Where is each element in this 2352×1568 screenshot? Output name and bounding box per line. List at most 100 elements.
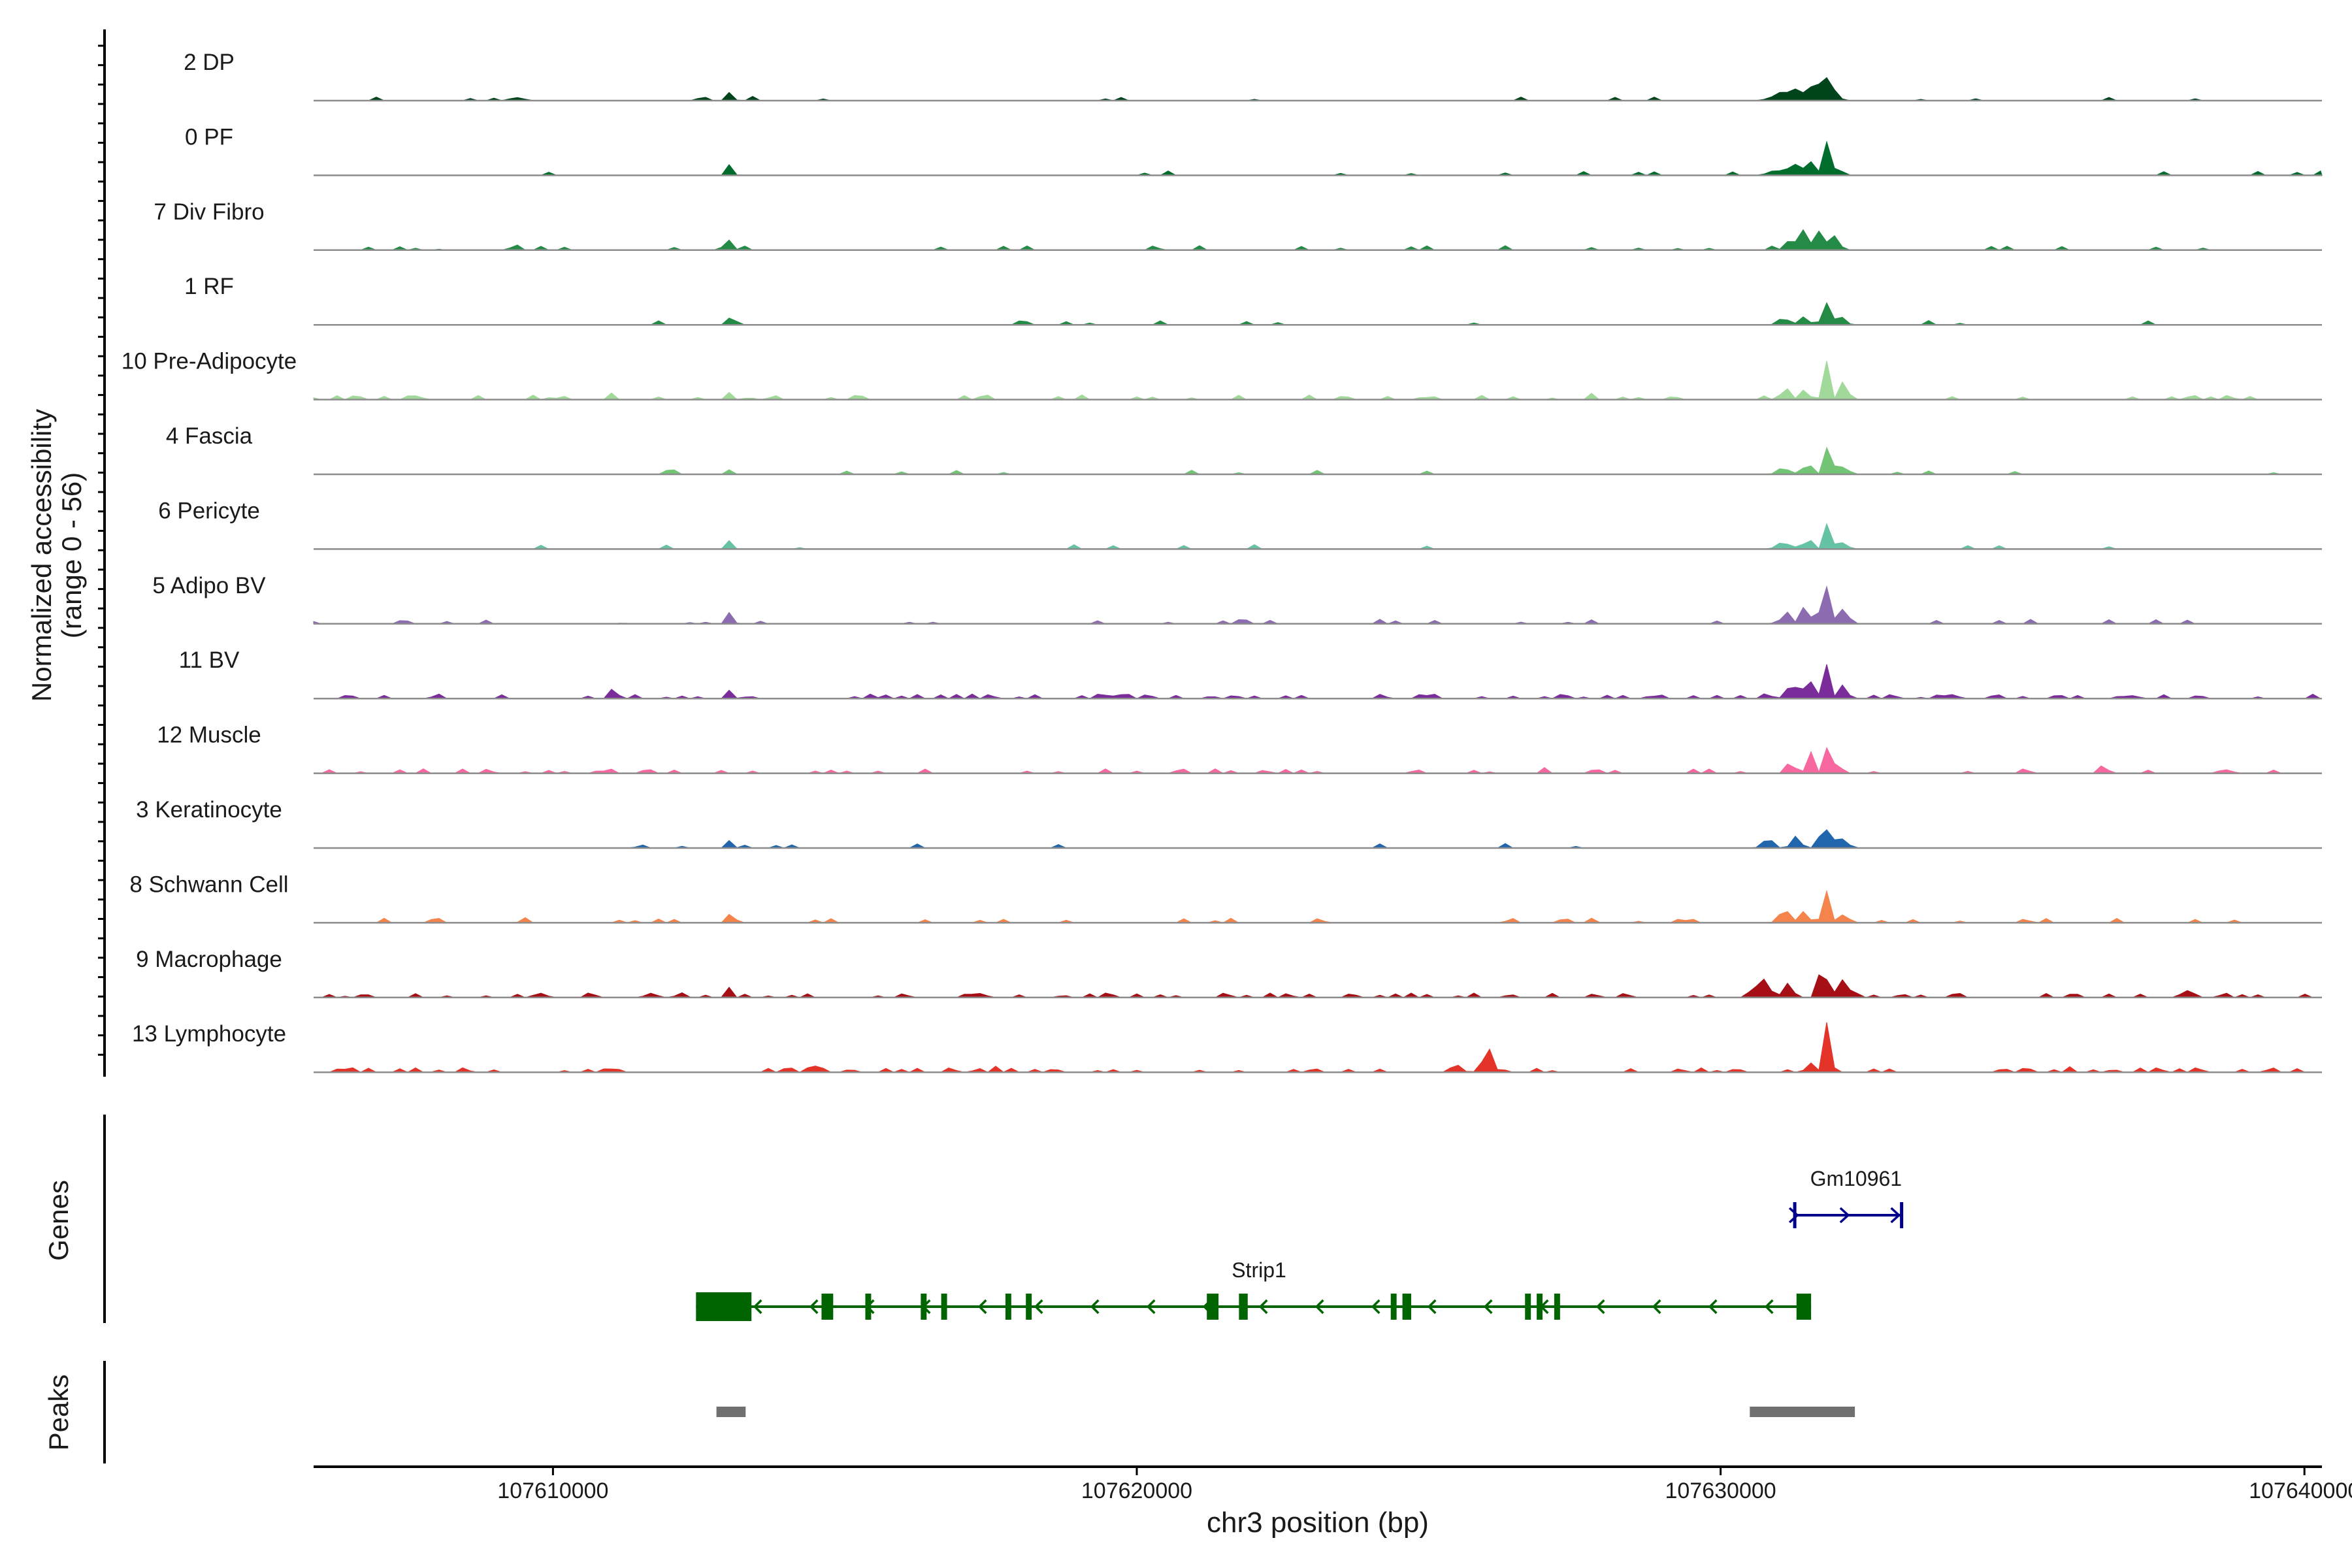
- track-label: 2 DP: [184, 50, 235, 75]
- strand-arrow: [1788, 1207, 1799, 1224]
- coverage-area: [314, 523, 2322, 549]
- genes-panel-label: Genes: [43, 1180, 74, 1261]
- coverage-area: [314, 446, 2322, 475]
- strand-arrow: [1764, 1299, 1774, 1315]
- strand-arrow: [1146, 1299, 1156, 1315]
- coverage-track: 13 Lymphocyte: [132, 1021, 2322, 1073]
- coverage-track: 5 Adipo BV: [152, 573, 2322, 625]
- strand-arrow: [1258, 1299, 1268, 1315]
- strand-arrow: [1652, 1299, 1661, 1315]
- coverage-area: [314, 747, 2322, 774]
- x-tick-label: 107640000: [2249, 1478, 2352, 1503]
- strand-arrow: [1202, 1299, 1212, 1315]
- strand-arrow: [1090, 1299, 1100, 1315]
- coverage-panel: Normalized accessibility (range 0 - 56) …: [26, 29, 2323, 1077]
- strand-arrow: [1034, 1299, 1043, 1315]
- genes-panel: Genes Gm10961 Strip1: [43, 1115, 1904, 1323]
- y-axis-ticks: [98, 44, 105, 1056]
- coverage-area: [314, 302, 2322, 325]
- exon: [696, 1292, 752, 1321]
- peak-region: [1750, 1407, 1855, 1417]
- x-axis: 107610000 107620000 107630000 107640000 chr…: [314, 1465, 2352, 1539]
- coverage-area: [314, 77, 2322, 101]
- peaks-panel-label: Peaks: [43, 1375, 74, 1451]
- x-axis-label: chr3 position (bp): [1207, 1507, 1429, 1539]
- coverage-track: 1 RF: [184, 274, 2322, 326]
- track-label: 9 Macrophage: [136, 947, 282, 972]
- coverage-track: 12 Muscle: [157, 723, 2322, 774]
- strand-arrow: [1539, 1299, 1549, 1315]
- exon: [1207, 1294, 1219, 1320]
- strand-arrow: [921, 1299, 931, 1315]
- peak-region: [716, 1407, 746, 1417]
- track-label: 3 Keratinocyte: [136, 797, 282, 823]
- coverage-area: [314, 229, 2322, 251]
- coverage-track: 4 Fascia: [166, 423, 2322, 476]
- x-tick-label: 107630000: [1665, 1478, 1776, 1503]
- peak-regions: [716, 1407, 1855, 1417]
- track-label: 7 Div Fibro: [154, 199, 264, 225]
- x-tick-label: 107610000: [497, 1478, 608, 1503]
- strand-arrow: [1427, 1299, 1437, 1315]
- y-axis-label: Normalized accessibility: [26, 409, 57, 702]
- gene-strip1: Strip1: [696, 1258, 1812, 1321]
- exon: [821, 1294, 834, 1320]
- strand-arrow: [809, 1299, 819, 1315]
- track-label: 8 Schwann Cell: [129, 872, 288, 897]
- coverage-track: 8 Schwann Cell: [129, 872, 2322, 924]
- exon: [1537, 1294, 1543, 1320]
- exon: [1402, 1294, 1411, 1320]
- exon: [1390, 1294, 1397, 1320]
- track-label: 1 RF: [184, 274, 234, 299]
- track-label: 6 Pericyte: [158, 498, 260, 523]
- track-label: 13 Lymphocyte: [132, 1021, 286, 1047]
- coverage-tracks: 2 DP 0 PF 7 Div Fibro 1 RF 10 Pre-Adipocyte 4…: [122, 50, 2323, 1073]
- coverage-area: [313, 361, 2322, 400]
- coverage-area: [313, 585, 2322, 625]
- exon: [1525, 1294, 1531, 1320]
- track-label: 11 BV: [179, 647, 240, 673]
- gene-annotations: Gm10961 Strip1: [696, 1167, 1904, 1321]
- strand-arrow: [753, 1299, 762, 1315]
- coverage-track: 0 PF: [185, 124, 2323, 176]
- strand-arrow: [865, 1299, 875, 1315]
- strand-arrow: [1839, 1207, 1850, 1224]
- track-label: 4 Fascia: [166, 423, 253, 449]
- strand-arrow: [1708, 1299, 1718, 1315]
- coverage-area: [314, 664, 2322, 699]
- track-label: 5 Adipo BV: [152, 573, 266, 598]
- exon: [1554, 1294, 1560, 1320]
- exon: [1796, 1294, 1812, 1320]
- track-label: 10 Pre-Adipocyte: [122, 349, 297, 374]
- coverage-area: [314, 889, 2322, 923]
- x-tick-label: 107620000: [1081, 1478, 1192, 1503]
- x-axis-ticks: 107610000 107620000 107630000 107640000: [497, 1467, 2352, 1503]
- coverage-track: 2 DP: [184, 50, 2322, 102]
- coverage-track: 7 Div Fibro: [154, 199, 2322, 252]
- exon: [1239, 1294, 1248, 1320]
- gene-name: Gm10961: [1810, 1167, 1903, 1190]
- coverage-track: 11 BV: [179, 647, 2322, 700]
- peaks-panel: Peaks: [43, 1361, 1855, 1463]
- track-label: 0 PF: [185, 124, 233, 150]
- coverage-area: [314, 1022, 2322, 1073]
- coverage-track: 10 Pre-Adipocyte: [122, 349, 2322, 400]
- strand-arrow: [1890, 1207, 1901, 1224]
- strand-arrow: [1595, 1299, 1605, 1315]
- gene-gm10961: Gm10961: [1788, 1167, 1904, 1228]
- strand-arrow: [977, 1299, 987, 1315]
- coverage-area: [314, 140, 2323, 176]
- coverage-area: [314, 974, 2322, 998]
- strand-arrow: [1483, 1299, 1493, 1315]
- strand-arrow: [1371, 1299, 1380, 1315]
- exon: [941, 1294, 947, 1320]
- coverage-track: 3 Keratinocyte: [136, 797, 2322, 849]
- exon: [1005, 1294, 1011, 1320]
- y-axis-label-range: (range 0 - 56): [56, 472, 87, 638]
- track-label: 12 Muscle: [157, 723, 261, 748]
- exon: [1026, 1294, 1032, 1320]
- gene-name: Strip1: [1232, 1258, 1286, 1282]
- coverage-track: 9 Macrophage: [136, 947, 2322, 999]
- coverage-track: 6 Pericyte: [158, 498, 2322, 550]
